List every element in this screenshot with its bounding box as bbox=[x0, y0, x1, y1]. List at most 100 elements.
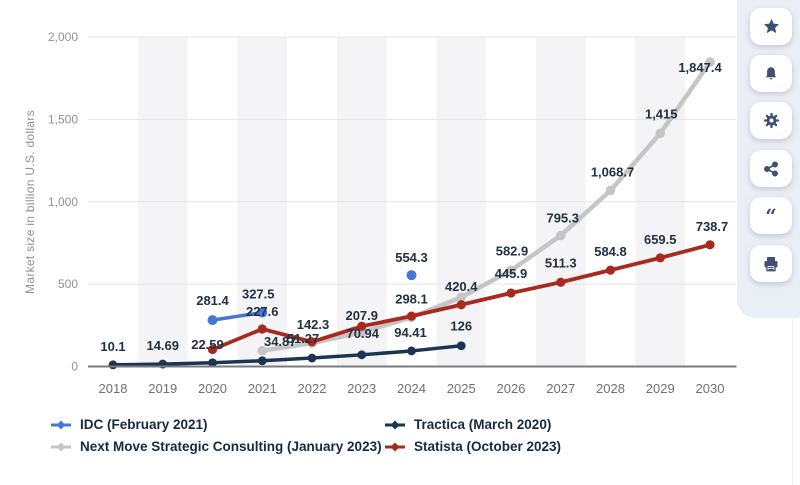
data-label: 1,415 bbox=[645, 106, 678, 121]
data-label: 659.5 bbox=[644, 232, 677, 247]
data-label: 281.4 bbox=[196, 293, 229, 308]
legend-marker-idc bbox=[51, 420, 71, 429]
data-point-statista-october-2023[interactable] bbox=[655, 253, 665, 263]
data-label: 582.9 bbox=[496, 243, 529, 258]
data-point-tractica-march-2020[interactable] bbox=[257, 356, 267, 366]
legend-marker-next-move bbox=[51, 442, 71, 451]
action-sidebar: “ bbox=[737, 0, 800, 318]
data-point-tractica-march-2020[interactable] bbox=[307, 353, 317, 363]
star-icon bbox=[763, 18, 779, 34]
data-point-statista-october-2023[interactable] bbox=[456, 300, 466, 310]
series-line-idc-february-2021 bbox=[210, 310, 264, 322]
x-tick-label: 2029 bbox=[646, 381, 675, 396]
series-line-tractica-march-2020 bbox=[111, 343, 463, 367]
x-tick-label: 2020 bbox=[198, 381, 227, 396]
data-label: 126 bbox=[450, 319, 472, 334]
data-point-next-move-strategic-consulting-january-2023[interactable] bbox=[506, 265, 516, 276]
data-label: 327.5 bbox=[242, 287, 275, 302]
x-tick-label: 2018 bbox=[99, 381, 128, 396]
data-point-next-move-strategic-consulting-january-2023[interactable] bbox=[705, 57, 715, 67]
data-point-tractica-march-2020[interactable] bbox=[357, 350, 367, 360]
x-tick-label: 2023 bbox=[347, 381, 376, 396]
data-label: 554.3 bbox=[395, 250, 428, 265]
data-point-statista-october-2023[interactable] bbox=[605, 265, 616, 275]
legend-item-tractica[interactable]: Tractica (March 2020) bbox=[384, 417, 551, 432]
legend-marker-statista bbox=[385, 442, 405, 451]
data-point-next-move-strategic-consulting-january-2023[interactable] bbox=[456, 292, 467, 303]
data-label: 420.4 bbox=[445, 279, 478, 294]
data-point-statista-october-2023[interactable] bbox=[257, 324, 267, 334]
data-point-statista-october-2023[interactable] bbox=[207, 344, 218, 355]
data-point-tractica-march-2020[interactable] bbox=[407, 346, 416, 356]
x-tick-label: 2027 bbox=[546, 381, 575, 396]
bell-icon bbox=[765, 66, 777, 80]
x-tick-label: 2030 bbox=[696, 381, 725, 396]
data-label: 1,847.4 bbox=[678, 60, 722, 75]
data-point-next-move-strategic-consulting-january-2023[interactable] bbox=[555, 230, 566, 241]
x-tick-label: 2025 bbox=[447, 381, 476, 396]
data-label: 34.87 bbox=[264, 334, 297, 349]
printer-icon bbox=[764, 256, 778, 271]
x-tick-label: 2024 bbox=[397, 381, 426, 396]
data-point-idc-february-2021[interactable] bbox=[207, 315, 218, 326]
share-button[interactable] bbox=[750, 150, 792, 187]
data-point-statista-october-2023[interactable] bbox=[556, 277, 566, 287]
x-tick-label: 2026 bbox=[497, 381, 526, 396]
data-point-next-move-strategic-consulting-january-2023[interactable] bbox=[605, 185, 616, 196]
data-point-tractica-march-2020[interactable] bbox=[208, 358, 217, 368]
legend-item-next-move[interactable]: Next Move Strategic Consulting (January … bbox=[50, 439, 382, 454]
settings-button[interactable] bbox=[750, 102, 792, 139]
data-label: 207.9 bbox=[345, 308, 378, 323]
data-label: 298.1 bbox=[395, 291, 428, 306]
legend-label-idc: IDC (February 2021) bbox=[80, 417, 208, 432]
data-point-statista-october-2023[interactable] bbox=[406, 311, 417, 321]
legend-item-statista[interactable]: Statista (October 2023) bbox=[384, 439, 561, 454]
legend-label-statista: Statista (October 2023) bbox=[414, 439, 562, 454]
print-button[interactable] bbox=[750, 245, 792, 282]
data-label: 445.9 bbox=[495, 266, 528, 281]
panel-divider bbox=[792, 318, 793, 485]
data-point-statista-october-2023[interactable] bbox=[357, 321, 367, 331]
data-point-idc-february-2021[interactable] bbox=[257, 307, 268, 318]
data-point-statista-october-2023[interactable] bbox=[705, 240, 715, 250]
legend-marker-tractica bbox=[385, 420, 405, 429]
favorite-button[interactable] bbox=[750, 8, 792, 45]
x-tick-label: 2019 bbox=[148, 381, 177, 396]
alerts-button[interactable] bbox=[750, 55, 792, 92]
chart-canvas: 0 500 1,000 1,500 2,000 2018 2019 2020 2021 2022 2… bbox=[48, 30, 737, 396]
x-tick-label: 2021 bbox=[248, 381, 277, 396]
data-point-statista-october-2023[interactable] bbox=[506, 288, 516, 298]
y-tick-label: 1,000 bbox=[48, 195, 78, 209]
cite-button[interactable]: “ bbox=[750, 197, 792, 234]
data-point-idc-february-2021[interactable] bbox=[406, 270, 417, 281]
data-label: 10.1 bbox=[100, 339, 125, 354]
series-line-next-move-strategic-consulting-january-2023 bbox=[260, 59, 713, 353]
legend-label-next-move: Next Move Strategic Consulting (January … bbox=[80, 439, 382, 454]
data-label: 70.94 bbox=[346, 326, 379, 341]
data-label: 142.3 bbox=[297, 317, 330, 332]
data-label: 94.41 bbox=[394, 325, 427, 340]
share-icon bbox=[763, 160, 779, 177]
data-point-tractica-march-2020[interactable] bbox=[108, 360, 118, 370]
data-point-next-move-strategic-consulting-january-2023[interactable] bbox=[655, 128, 666, 139]
legend-item-idc[interactable]: IDC (February 2021) bbox=[50, 417, 208, 432]
data-label: 22.59 bbox=[191, 337, 224, 352]
legend-label-tractica: Tractica (March 2020) bbox=[414, 417, 552, 432]
data-label: 14.69 bbox=[146, 338, 179, 353]
x-tick-label: 2022 bbox=[298, 381, 327, 396]
data-label: 1,068.7 bbox=[591, 164, 634, 179]
chart-area: Market size in billion U.S. dollars 0 500… bbox=[23, 30, 737, 454]
data-point-next-move-strategic-consulting-january-2023[interactable] bbox=[257, 345, 268, 356]
data-label: 51.27 bbox=[287, 331, 320, 346]
data-label: 795.3 bbox=[546, 210, 579, 225]
data-label: 227.6 bbox=[246, 304, 279, 319]
gear-icon bbox=[763, 112, 779, 129]
data-label: 511.3 bbox=[545, 255, 577, 270]
y-tick-label: 500 bbox=[58, 277, 78, 291]
x-tick-label: 2028 bbox=[596, 381, 625, 396]
data-label: 738.7 bbox=[696, 219, 729, 234]
quote-icon: “ bbox=[765, 207, 777, 225]
data-point-tractica-march-2020[interactable] bbox=[456, 341, 466, 351]
data-point-statista-october-2023[interactable] bbox=[307, 337, 317, 347]
y-tick-label: 1,500 bbox=[48, 112, 78, 126]
